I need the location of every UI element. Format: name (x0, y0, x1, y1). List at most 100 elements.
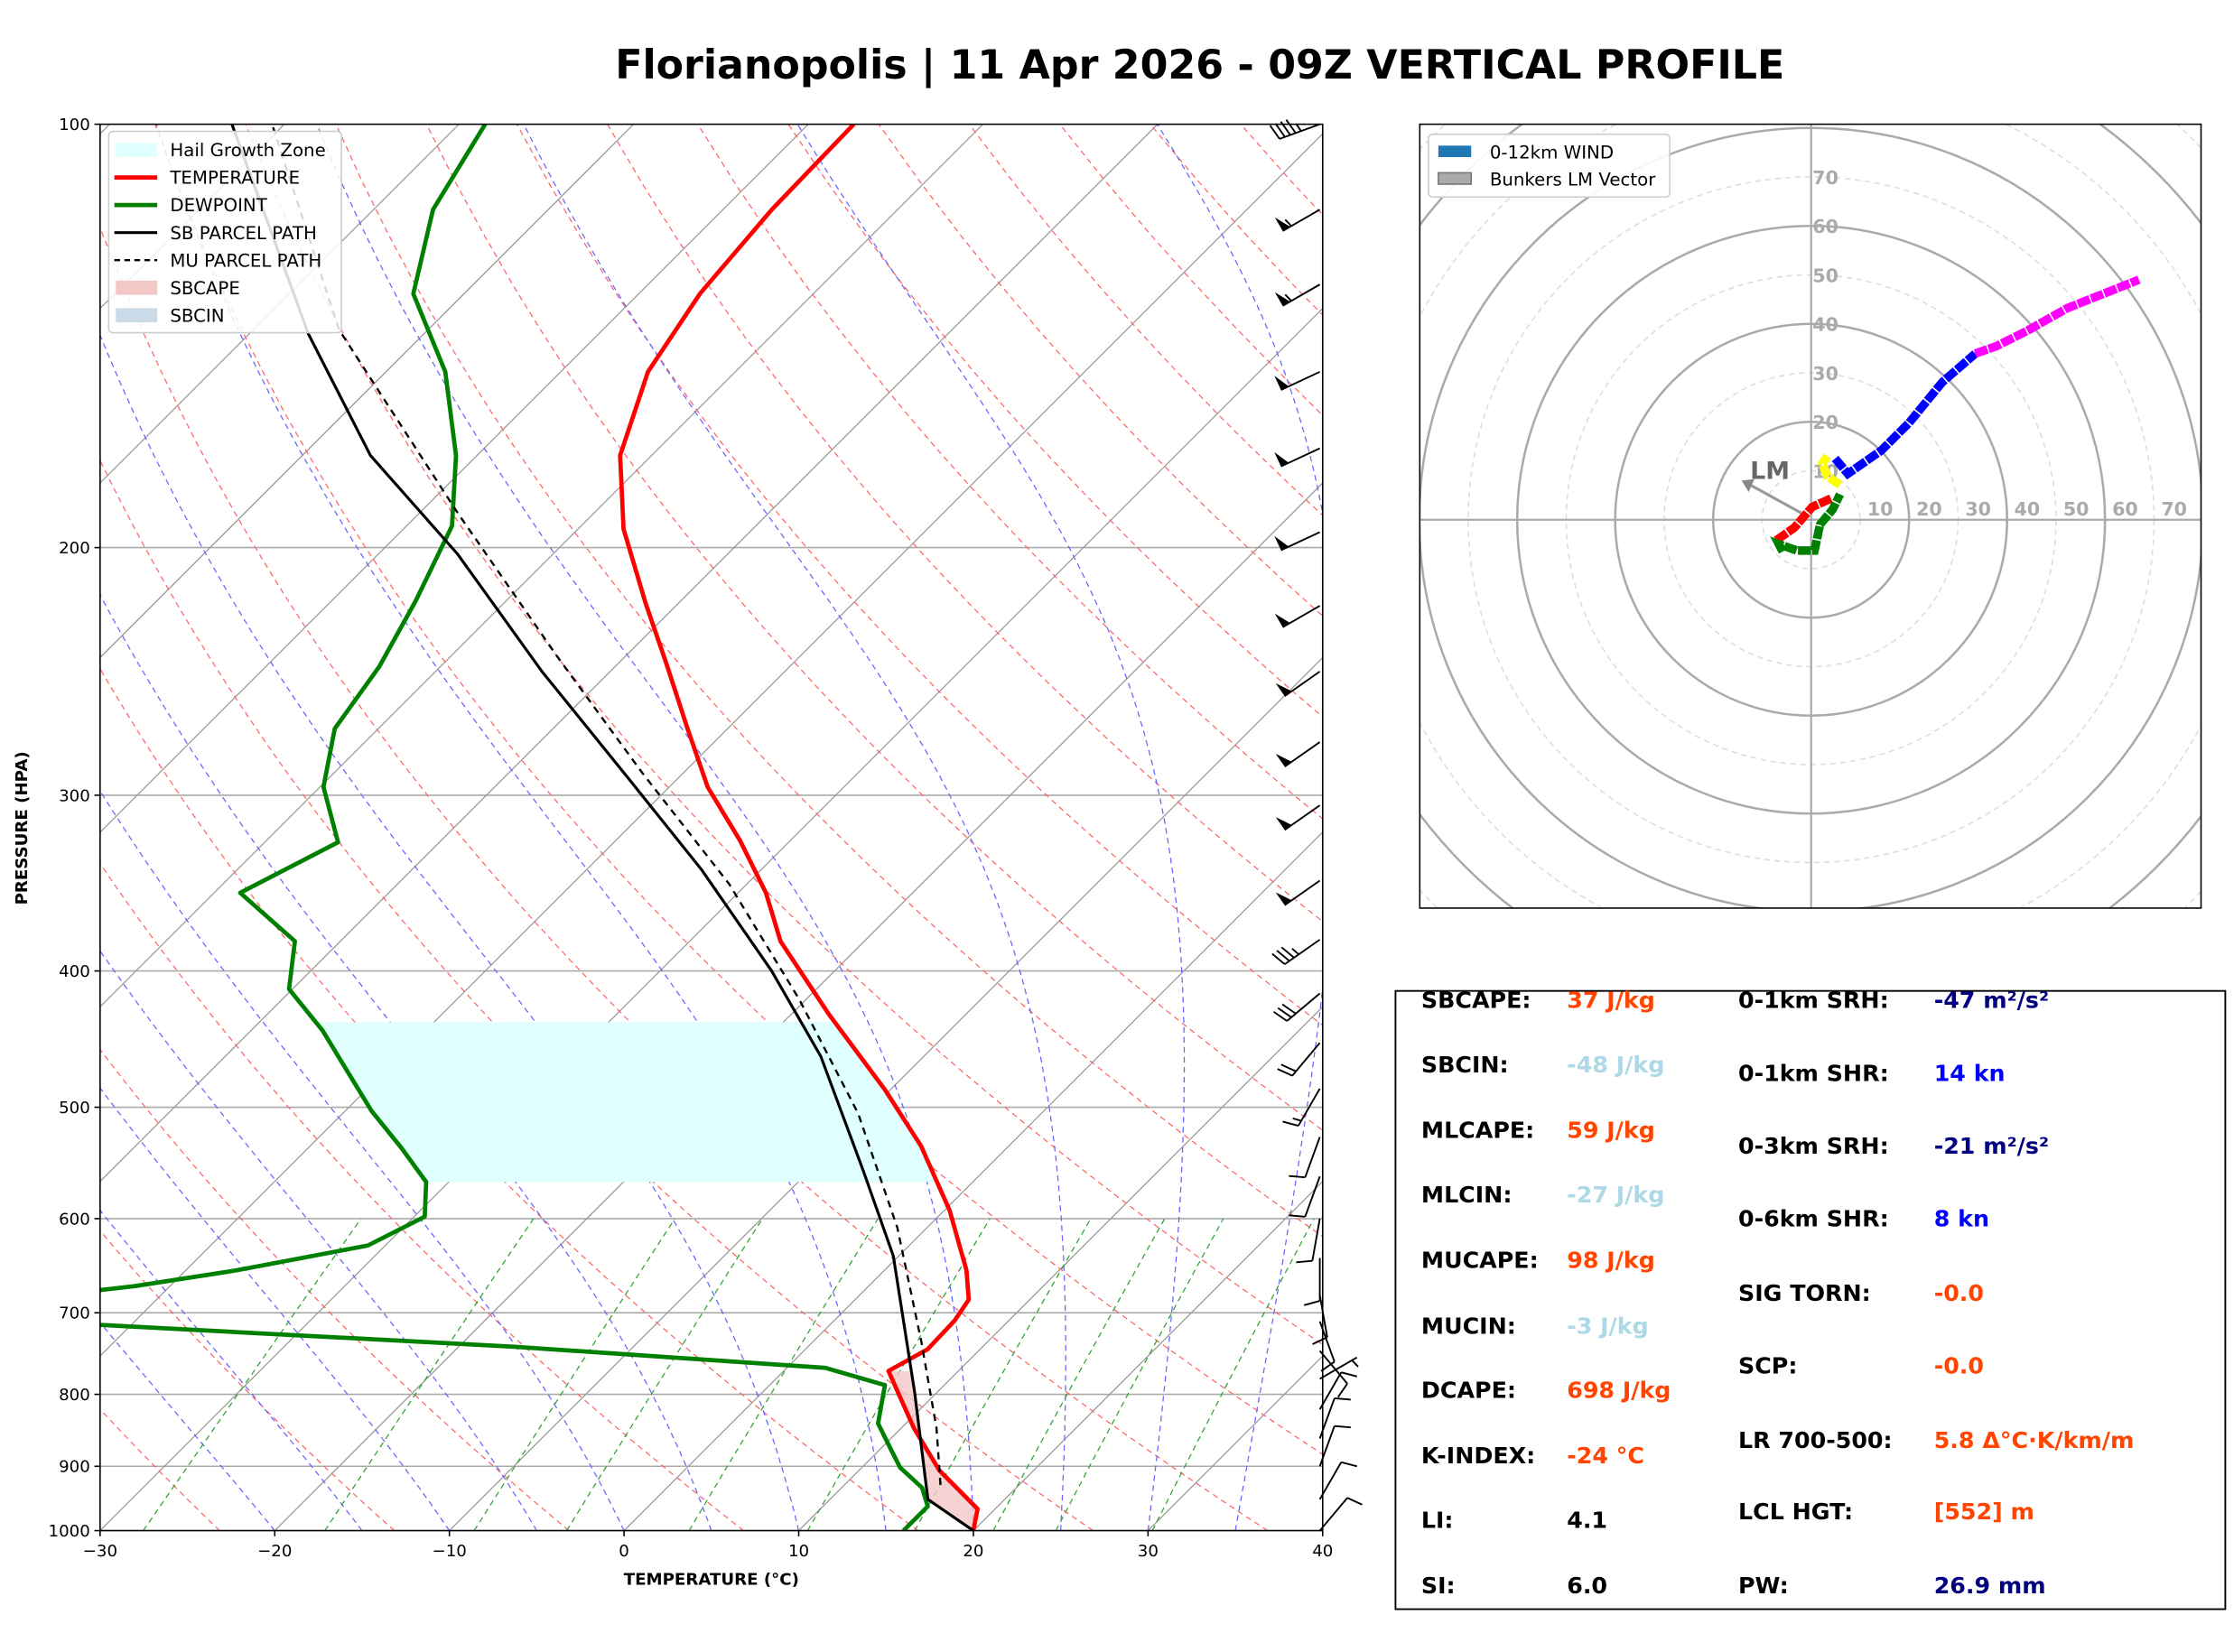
isotherm-line (99, 124, 285, 310)
index-value: 8 kn (1934, 1206, 1989, 1232)
hodograph-trace: LM (1741, 275, 2141, 555)
index-label: LR 700-500: (1738, 1427, 1893, 1453)
isotherm-line (99, 133, 1323, 1358)
x-tick-label: 0 (619, 1542, 629, 1561)
indices-panel: SBCAPE: 37 J/kg SBCIN: -48 J/kg MLCAPE: 59 J/… (1394, 988, 2227, 1610)
moist-adiabat-line (316, 124, 974, 1531)
barb-full (1274, 123, 1286, 138)
hodograph-segment (1831, 350, 1978, 480)
skew-t-frame (99, 123, 1324, 1532)
moist-adiabat-line (1157, 124, 1323, 1531)
moist-adiabat-line (99, 593, 712, 1531)
index-label: SI: (1421, 1573, 1456, 1599)
barb-full (1341, 1461, 1358, 1468)
ring-label-y: 20 (1812, 412, 1838, 433)
barb-shaft (1280, 531, 1320, 552)
wind-barb (1275, 741, 1321, 768)
barb-full (1312, 1336, 1328, 1345)
wind-barb (1303, 1258, 1321, 1306)
x-axis-label: TEMPERATURE (°C) (624, 1571, 799, 1590)
index-label: MUCIN: (1421, 1313, 1516, 1339)
index-label: SIG TORN: (1738, 1280, 1871, 1306)
dry-adiabat-line (99, 1048, 570, 1531)
x-tick-label: −30 (83, 1542, 117, 1561)
barb-half (1291, 948, 1299, 955)
barb-shaft (1318, 1497, 1348, 1532)
wind-barb (1318, 1397, 1351, 1439)
legend-label: Bunkers LM Vector (1490, 170, 1656, 190)
wind-barb (1275, 804, 1321, 831)
isotherm-line (449, 656, 1323, 1531)
barb-full (1280, 946, 1295, 959)
skew-t-plot: −30 −20 −10 0 10 20 30 40 100 200 300 400 500 600 700 8… (13, 116, 1363, 1590)
barb-full (1276, 950, 1290, 962)
barb-shaft (1284, 804, 1321, 831)
legend-label: 0-12km WIND (1490, 143, 1614, 163)
sb-parcel-path-line (230, 124, 974, 1531)
isotherm-line (99, 124, 1159, 1183)
dry-adiabat-line (99, 225, 1269, 1531)
temperature-line (618, 124, 981, 1531)
legend-label: Hail Growth Zone (170, 140, 325, 161)
index-value: -24 °C (1567, 1443, 1644, 1469)
wind-barb (1318, 1425, 1351, 1467)
barb-full (1280, 1063, 1297, 1072)
index-value: -3 J/kg (1567, 1313, 1649, 1339)
skew-t-legend: Hail Growth Zone TEMPERATURE DEWPOINT SB PA… (107, 130, 342, 334)
y-tick-label: 300 (59, 786, 90, 805)
barb-full (1303, 1300, 1320, 1306)
ring-label-x: 10 (1867, 498, 1894, 520)
index-value: 14 kn (1934, 1060, 2006, 1086)
barb-full (1346, 1497, 1363, 1506)
mixing-ratio-line (473, 1218, 675, 1531)
barb-full (1334, 1397, 1351, 1401)
y-tick-label: 700 (59, 1304, 90, 1323)
index-value: -21 m²/s² (1934, 1133, 2049, 1159)
barb-shaft (1304, 1175, 1321, 1218)
y-tick-label: 1000 (49, 1522, 90, 1541)
barb-full (1281, 1003, 1297, 1015)
legend-label: DEWPOINT (170, 195, 267, 216)
wind-barb (1272, 992, 1321, 1022)
dry-adiabat-line (99, 862, 744, 1531)
bunkers-lm-vector (1749, 483, 1803, 515)
ring-label-y: 60 (1812, 216, 1838, 237)
wind-barb (1277, 1042, 1321, 1077)
dry-adiabat-line (245, 124, 1323, 1346)
index-label: 0-1km SRH: (1738, 988, 1889, 1014)
barb-full (1269, 125, 1280, 140)
dry-adiabat-line (99, 459, 1094, 1531)
ring-label-y: 70 (1812, 167, 1838, 189)
index-label: MLCAPE: (1421, 1118, 1534, 1144)
index-value: 59 J/kg (1567, 1118, 1655, 1144)
barb-full (1277, 1007, 1292, 1018)
barb-shaft (1280, 447, 1320, 468)
legend-label: SB PARCEL PATH (170, 223, 316, 244)
hail-growth-zone (315, 1022, 937, 1183)
ring-label-x: 30 (1965, 498, 1991, 520)
index-value: [552] m (1934, 1499, 2034, 1525)
dry-adiabat-line (99, 667, 919, 1531)
mixing-ratio-line (1151, 1218, 1315, 1531)
ring-label-x: 60 (2112, 498, 2138, 520)
y-tick-label: 800 (59, 1386, 90, 1405)
barb-full (1334, 1425, 1351, 1429)
index-value: -0.0 (1934, 1280, 1984, 1306)
barb-shaft (1304, 1137, 1321, 1178)
index-label: MUCAPE: (1421, 1248, 1539, 1274)
wind-barb (1275, 671, 1321, 697)
index-value: -48 J/kg (1567, 1052, 1664, 1078)
legend-box (107, 130, 342, 334)
barb-full (1285, 119, 1297, 134)
index-value: 6.0 (1567, 1573, 1607, 1599)
mixing-ratio-line (143, 1218, 362, 1531)
mixing-ratio-line (914, 1218, 1092, 1531)
index-label: PW: (1738, 1573, 1789, 1599)
wind-barb (1318, 1497, 1363, 1532)
dry-adiabat-line (154, 124, 1323, 1455)
wind-barbs (1269, 119, 1363, 1532)
legend-swatch (1438, 172, 1473, 185)
barb-half (1284, 218, 1292, 227)
index-value: 4.1 (1567, 1507, 1607, 1533)
index-value: -0.0 (1934, 1353, 1984, 1379)
